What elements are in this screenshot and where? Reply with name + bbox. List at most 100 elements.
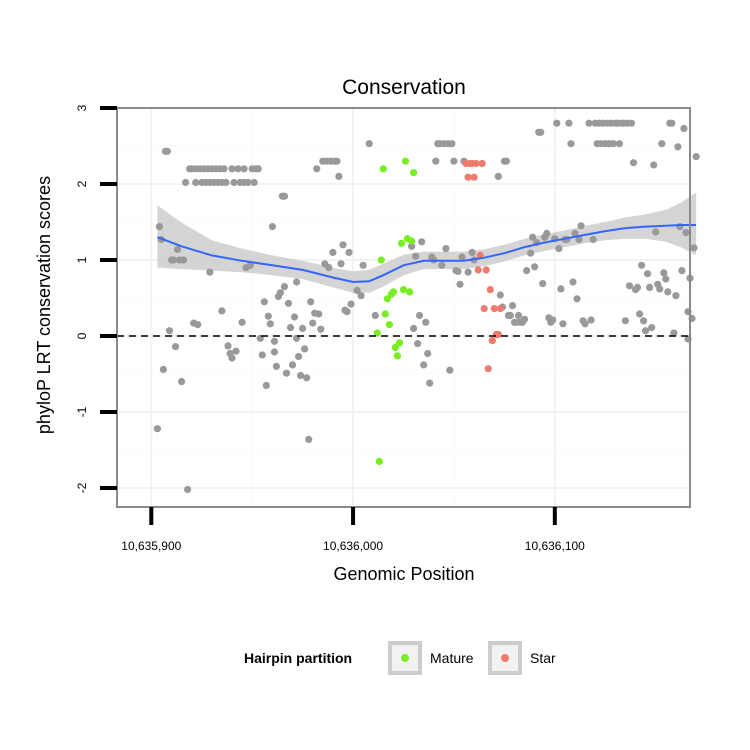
point-other	[359, 261, 367, 269]
point-other	[290, 313, 299, 321]
point-other	[577, 222, 585, 230]
point-other	[642, 327, 650, 335]
point-other	[646, 283, 654, 291]
point-star	[470, 173, 478, 181]
point-other	[270, 348, 278, 356]
x-axis-title: Genomic Position	[333, 564, 474, 584]
legend-swatch-star	[501, 654, 509, 662]
point-other	[230, 178, 238, 187]
point-other	[410, 324, 418, 332]
point-other	[286, 324, 295, 332]
point-other	[262, 381, 270, 389]
point-other	[506, 311, 514, 320]
point-mature	[408, 237, 416, 245]
point-other	[678, 267, 686, 275]
point-star	[464, 173, 472, 181]
point-other	[238, 318, 246, 326]
point-other	[305, 435, 313, 443]
point-other	[228, 354, 236, 362]
point-other	[514, 311, 523, 320]
point-other	[343, 308, 351, 316]
point-other	[272, 362, 280, 370]
point-other	[169, 256, 178, 264]
point-other	[658, 140, 666, 148]
point-star	[484, 365, 492, 373]
point-other	[539, 280, 547, 288]
smooth-line	[157, 224, 697, 284]
point-other	[180, 256, 188, 264]
point-other	[309, 319, 317, 327]
point-other	[159, 365, 167, 373]
point-other	[250, 178, 258, 187]
x-tick-label: 10,636,000	[323, 539, 383, 553]
point-other	[165, 327, 174, 335]
point-other	[424, 349, 432, 358]
point-other	[690, 244, 698, 252]
point-other	[571, 229, 579, 237]
point-other	[163, 147, 171, 155]
point-other	[412, 252, 420, 260]
point-other	[339, 241, 347, 249]
point-other	[442, 245, 450, 253]
point-other	[270, 337, 278, 345]
point-other	[347, 300, 355, 308]
point-star	[486, 286, 494, 294]
point-other	[456, 280, 464, 288]
point-other	[581, 320, 589, 328]
point-other	[680, 124, 688, 133]
point-mature	[410, 169, 418, 177]
point-other	[266, 320, 274, 328]
point-other	[260, 298, 268, 306]
legend-label-mature: Mature	[430, 650, 474, 666]
point-star	[494, 330, 502, 339]
point-other	[633, 283, 642, 291]
x-tick-label: 10,635,900	[121, 539, 181, 553]
point-other	[557, 285, 565, 293]
point-other	[329, 248, 337, 256]
point-mature	[379, 165, 387, 173]
point-star	[478, 159, 486, 168]
legend-swatch-mature	[401, 654, 409, 662]
point-star	[474, 266, 482, 274]
point-other	[194, 321, 202, 329]
point-other	[345, 248, 353, 256]
point-other	[660, 269, 668, 277]
point-mature	[399, 286, 408, 294]
point-other	[450, 157, 458, 165]
point-other	[454, 267, 462, 275]
point-other	[569, 278, 577, 286]
y-tick-label: -2	[75, 482, 89, 493]
point-other	[521, 315, 529, 323]
point-other	[640, 317, 648, 325]
point-other	[565, 119, 573, 127]
point-star	[496, 305, 504, 313]
point-other	[244, 178, 252, 187]
point-other	[636, 310, 644, 318]
point-star	[480, 305, 488, 313]
point-other	[553, 119, 561, 127]
point-other	[418, 238, 426, 246]
point-other	[664, 288, 672, 296]
y-axis-title: phyloP LRT conservation scores	[34, 176, 54, 434]
point-star	[490, 305, 498, 313]
point-other	[353, 286, 361, 294]
legend-key	[488, 641, 522, 675]
point-other	[206, 268, 214, 276]
point-mature	[377, 256, 385, 264]
point-other	[171, 343, 180, 351]
point-other	[656, 285, 664, 293]
point-mature	[391, 343, 399, 351]
point-mature	[395, 339, 404, 347]
legend: Hairpin partition Mature Star	[244, 641, 556, 675]
point-other	[295, 352, 303, 361]
point-other	[280, 192, 289, 200]
point-star	[472, 159, 480, 168]
point-other	[670, 329, 678, 337]
point-other	[173, 245, 182, 253]
point-other	[625, 282, 634, 290]
point-other	[299, 324, 307, 332]
point-other	[692, 153, 700, 161]
plot-panel	[116, 107, 700, 508]
point-other	[464, 268, 472, 276]
